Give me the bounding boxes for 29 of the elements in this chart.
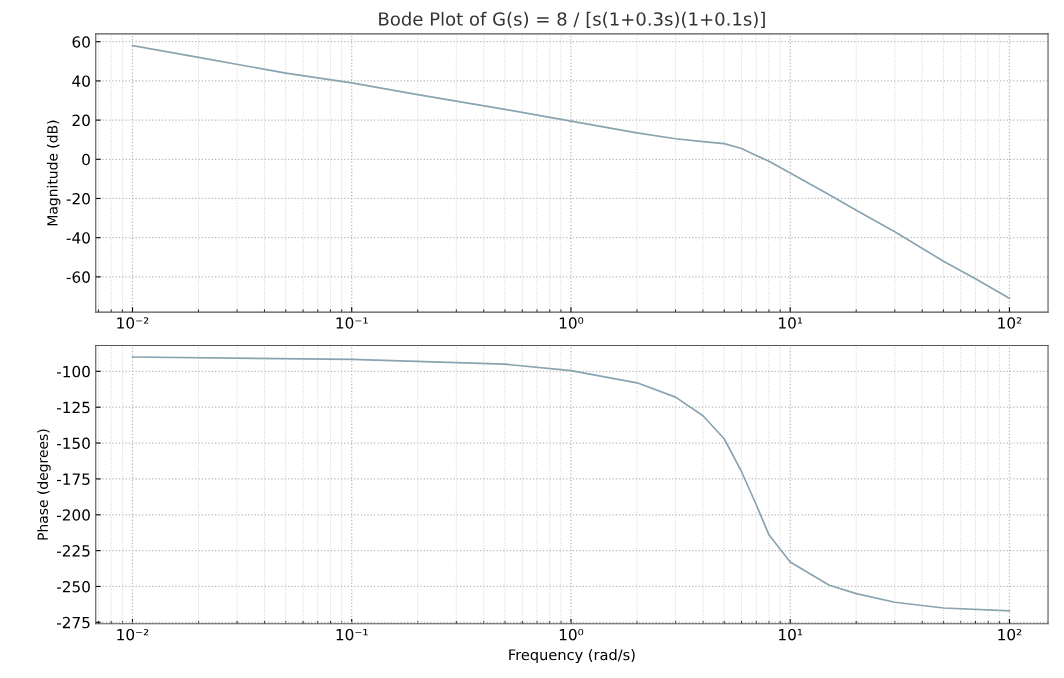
y-tick-label: 0: [82, 153, 90, 166]
y-tick-label: -60: [66, 271, 90, 283]
x-tick-label: 10⁰: [559, 628, 584, 641]
y-tick-label: -100: [56, 365, 90, 378]
y-tick-label: -150: [56, 437, 90, 450]
x-tick-label: 10⁻²: [117, 317, 149, 329]
y-tick-label: -250: [56, 580, 90, 593]
y-tick-label: -125: [56, 401, 90, 414]
x-tick-label: 10⁻²: [117, 628, 149, 641]
y-axis-title: Phase (degrees): [37, 429, 51, 540]
y-tick-label: 60: [72, 36, 90, 48]
x-tick-label: 10⁻¹: [336, 317, 368, 329]
x-tick-label: 10⁰: [559, 317, 584, 329]
y-tick-label: -275: [56, 616, 90, 629]
y-tick-label: -20: [66, 192, 90, 205]
x-tick-label: 10¹: [779, 317, 803, 329]
y-tick-label: -200: [56, 509, 90, 521]
y-tick-label: -225: [56, 545, 90, 557]
y-axis-title: Magnitude (dB): [46, 120, 61, 226]
x-tick-label: 10⁻¹: [336, 628, 368, 641]
x-tick-label: 10²: [998, 628, 1022, 641]
y-tick-label: 20: [72, 114, 90, 127]
x-tick-label: 10¹: [779, 628, 803, 641]
chart-title: Bode Plot of G(s) = 8 / [s(1+0.3s)(1+0.1s)]: [379, 11, 765, 28]
x-axis-title: Frequency (rad/s): [509, 648, 635, 664]
y-tick-label: 40: [72, 75, 90, 87]
y-tick-label: -40: [66, 232, 90, 244]
x-tick-label: 10²: [998, 317, 1022, 329]
y-tick-label: -175: [56, 473, 90, 485]
